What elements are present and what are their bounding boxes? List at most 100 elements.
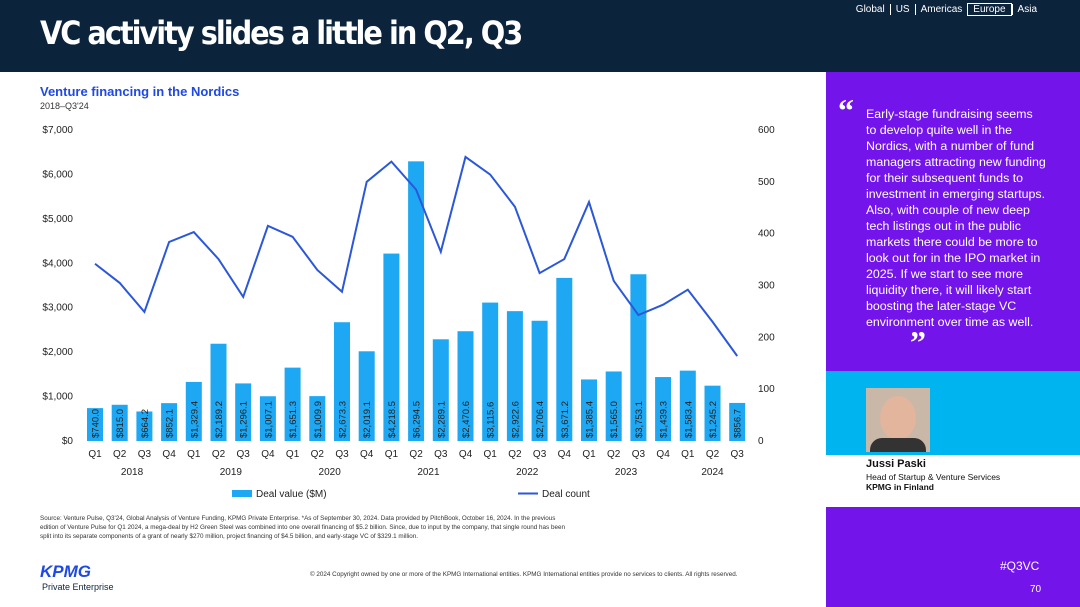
bar xyxy=(358,351,375,441)
hashtag: #Q3VC xyxy=(1000,559,1040,573)
x-tick-label: Q2 xyxy=(607,449,621,460)
x-tick-label: Q4 xyxy=(162,449,176,460)
x-tick-label: Q3 xyxy=(632,449,646,460)
legend-swatch xyxy=(232,490,252,497)
year-label: 2022 xyxy=(516,467,539,478)
nav-item[interactable]: Global xyxy=(855,4,885,15)
x-tick-label: Q2 xyxy=(311,449,325,460)
x-tick-label: Q2 xyxy=(212,449,226,460)
nav-item[interactable]: Europe xyxy=(967,3,1012,16)
x-tick-label: Q4 xyxy=(261,449,275,460)
logo: KPMG xyxy=(40,562,91,581)
year-label: 2023 xyxy=(615,467,638,478)
quote-close: ” xyxy=(910,324,926,360)
x-tick-label: Q2 xyxy=(508,449,522,460)
y-tick-label: $2,000 xyxy=(42,347,73,358)
y-tick-label: $7,000 xyxy=(42,125,73,136)
bar-label: $2,019.1 xyxy=(362,401,373,438)
bar-label: $1,439.3 xyxy=(659,401,670,438)
y2-tick-label: 600 xyxy=(758,125,775,136)
bar-label: $1,651.3 xyxy=(288,401,299,438)
bar xyxy=(556,277,573,441)
y2-tick-label: 100 xyxy=(758,384,775,395)
bar-label: $2,189.2 xyxy=(214,401,225,438)
person-role: Head of Startup & Venture Services xyxy=(866,472,1001,482)
bar xyxy=(630,274,647,441)
person-name: Jussi Paski xyxy=(866,458,926,470)
bar xyxy=(210,343,227,441)
y-tick-label: $3,000 xyxy=(42,303,73,314)
bar-label: $1,565.0 xyxy=(609,401,620,438)
bar xyxy=(581,379,597,441)
bar-label: $2,922.6 xyxy=(510,401,521,438)
bar-label: $856.7 xyxy=(733,409,744,438)
page-title: VC activity slides a little in Q2, Q3 xyxy=(40,14,523,52)
quote-text: Early-stage fundraising seems to develop… xyxy=(866,107,1046,329)
bar-label: $1,007.1 xyxy=(263,401,274,438)
person-org: KPMG in Finland xyxy=(866,482,934,492)
bar-label: $852.1 xyxy=(165,409,176,438)
nav-item[interactable]: US xyxy=(889,4,915,15)
bar xyxy=(111,404,128,441)
year-label: 2020 xyxy=(319,467,342,478)
region-nav: Global US Americas Europe Asia xyxy=(851,3,1042,16)
x-tick-label: Q1 xyxy=(88,449,102,460)
bar-label: $815.0 xyxy=(115,409,126,438)
bar-label: $3,753.1 xyxy=(634,401,645,438)
bar-label: $2,673.3 xyxy=(338,401,349,438)
bar xyxy=(704,385,721,441)
bar xyxy=(259,396,276,441)
x-tick-label: Q2 xyxy=(706,449,720,460)
bar xyxy=(284,367,301,441)
chart-subtitle: 2018–Q3'24 xyxy=(40,101,89,111)
bar xyxy=(432,339,449,441)
bar xyxy=(334,322,350,441)
bar xyxy=(655,377,672,441)
y2-tick-label: 400 xyxy=(758,229,775,240)
bar-label: $4,218.5 xyxy=(387,401,398,438)
person-card xyxy=(826,455,1080,507)
x-tick-label: Q3 xyxy=(335,449,349,460)
x-tick-label: Q3 xyxy=(434,449,448,460)
footnote: Source: Venture Pulse, Q3'24, Global Ana… xyxy=(40,515,565,540)
nav-item[interactable]: Asia xyxy=(1011,4,1042,15)
bar xyxy=(87,408,103,441)
bar xyxy=(383,253,400,441)
bar-label: $3,115.6 xyxy=(486,402,497,438)
bar xyxy=(605,371,622,441)
bar-label: $1,329.4 xyxy=(189,401,200,438)
bar xyxy=(309,396,326,441)
bar xyxy=(679,370,696,441)
header xyxy=(0,0,1080,72)
x-tick-label: Q2 xyxy=(113,449,127,460)
side-panel xyxy=(826,72,1080,607)
bar xyxy=(531,320,548,441)
year-label: 2018 xyxy=(121,467,144,478)
bar-label: $3,671.2 xyxy=(560,401,571,438)
x-tick-label: Q3 xyxy=(237,449,251,460)
x-tick-label: Q4 xyxy=(656,449,670,460)
chart-title: Venture financing in the Nordics xyxy=(40,84,240,99)
bar-label: $2,289.1 xyxy=(436,401,447,438)
chart: $0 $1,000 $2,000 $3,000 $4,000 $5,000 $6,000 $7… xyxy=(42,125,775,500)
bar xyxy=(506,311,523,441)
bar-label: $740.0 xyxy=(91,409,102,438)
legend-label: Deal value ($M) xyxy=(256,489,327,500)
x-tick-label: Q1 xyxy=(582,449,596,460)
bar-label: $6,294.5 xyxy=(412,401,423,438)
bar-label: $1,245.2 xyxy=(708,401,719,438)
x-tick-label: Q3 xyxy=(138,449,152,460)
legend-label: Deal count xyxy=(542,489,590,500)
logo-sub: Private Enterprise xyxy=(42,582,114,592)
bar-label: $1,583.4 xyxy=(683,401,694,438)
bar xyxy=(136,411,153,441)
bar-label: $1,296.1 xyxy=(239,401,250,438)
bar xyxy=(235,383,252,441)
nav-item[interactable]: Americas xyxy=(914,4,968,15)
bar xyxy=(482,302,499,441)
y2-tick-label: 200 xyxy=(758,332,775,343)
x-tick-label: Q3 xyxy=(731,449,745,460)
bar xyxy=(408,161,425,441)
bar-label: $664.2 xyxy=(140,409,151,438)
